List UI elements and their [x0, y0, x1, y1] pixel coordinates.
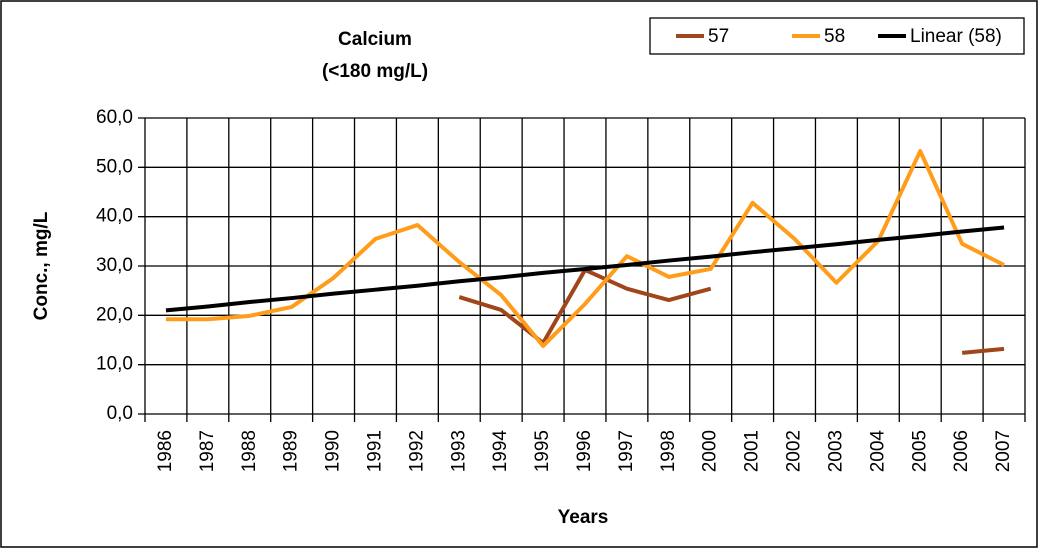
x-axis-label: Years — [558, 507, 609, 528]
series-line — [165, 225, 1005, 313]
x-tick-label: 1989 — [281, 430, 302, 472]
x-tick-label: 1990 — [323, 430, 344, 472]
chart-title: Calcium — [338, 29, 412, 50]
x-tick-label: 2006 — [951, 430, 972, 472]
x-tick-label: 1997 — [616, 430, 637, 472]
x-tick-label: 2007 — [993, 430, 1014, 472]
x-tick-label: 1986 — [155, 430, 176, 472]
y-tick-label: 40,0 — [96, 206, 133, 227]
y-tick-label: 20,0 — [96, 304, 133, 325]
x-tick-label: 2003 — [825, 430, 846, 472]
x-tick-label: 2005 — [909, 430, 930, 472]
chart-subtitle: (<180 mg/L) — [322, 61, 428, 82]
legend-label: 58 — [824, 26, 845, 47]
y-tick-label: 10,0 — [96, 354, 133, 375]
x-tick-label: 2000 — [700, 430, 721, 472]
x-tick-label: 1996 — [574, 430, 595, 472]
x-tick-label: 1992 — [406, 430, 427, 472]
x-tick-label: 2004 — [867, 430, 888, 473]
legend-box — [649, 17, 1025, 55]
x-tick-label: 1987 — [197, 430, 218, 472]
x-tick-label: 2002 — [784, 430, 805, 472]
x-tick-label: 1993 — [448, 430, 469, 472]
x-tick-label: 1991 — [364, 430, 385, 472]
x-tick-label: 2001 — [742, 430, 763, 472]
x-tick-label: 1988 — [239, 430, 260, 472]
x-tick-label: 1995 — [532, 430, 553, 472]
y-tick-label: 0,0 — [107, 403, 133, 424]
legend-label: Linear (58) — [910, 26, 1002, 47]
y-tick-label: 30,0 — [96, 255, 133, 276]
x-tick-label: 1994 — [490, 430, 511, 473]
legend-label: 57 — [708, 26, 729, 47]
y-axis-label: Conc., mg/L — [31, 211, 52, 320]
y-tick-label: 50,0 — [96, 156, 133, 177]
x-tick-label: 1998 — [658, 430, 679, 472]
y-tick-label: 60,0 — [96, 107, 133, 128]
